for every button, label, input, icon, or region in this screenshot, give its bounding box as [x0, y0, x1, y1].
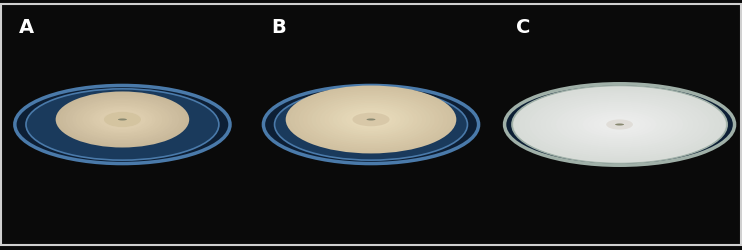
Ellipse shape: [82, 103, 162, 137]
Ellipse shape: [367, 118, 375, 122]
Ellipse shape: [529, 93, 710, 157]
Ellipse shape: [109, 114, 136, 126]
Ellipse shape: [89, 106, 156, 134]
Ellipse shape: [263, 86, 479, 164]
Ellipse shape: [15, 86, 230, 164]
Ellipse shape: [362, 116, 379, 123]
Ellipse shape: [566, 106, 672, 144]
Ellipse shape: [572, 108, 667, 142]
Ellipse shape: [311, 96, 430, 144]
Ellipse shape: [56, 92, 189, 148]
Ellipse shape: [76, 100, 169, 140]
Ellipse shape: [352, 113, 390, 127]
Ellipse shape: [345, 110, 396, 130]
Ellipse shape: [505, 84, 735, 166]
Ellipse shape: [551, 100, 689, 150]
Ellipse shape: [349, 112, 393, 128]
Ellipse shape: [298, 91, 444, 149]
Text: C: C: [516, 18, 530, 36]
Ellipse shape: [582, 112, 657, 138]
Ellipse shape: [354, 113, 388, 127]
Ellipse shape: [104, 112, 141, 128]
Ellipse shape: [341, 108, 401, 132]
Ellipse shape: [118, 119, 127, 121]
Ellipse shape: [598, 118, 641, 132]
Ellipse shape: [85, 105, 159, 135]
Ellipse shape: [73, 99, 172, 141]
Ellipse shape: [609, 121, 630, 129]
Ellipse shape: [59, 94, 186, 146]
Ellipse shape: [113, 116, 133, 124]
Ellipse shape: [26, 90, 219, 160]
Ellipse shape: [519, 89, 720, 161]
Ellipse shape: [102, 112, 142, 128]
Ellipse shape: [92, 108, 153, 132]
Ellipse shape: [540, 96, 699, 154]
Ellipse shape: [588, 114, 651, 136]
Ellipse shape: [556, 102, 683, 148]
Ellipse shape: [524, 91, 715, 159]
Ellipse shape: [615, 124, 624, 126]
Ellipse shape: [320, 100, 422, 140]
Ellipse shape: [324, 102, 418, 138]
Ellipse shape: [337, 106, 405, 134]
Ellipse shape: [96, 109, 149, 131]
Ellipse shape: [62, 95, 183, 145]
Ellipse shape: [332, 105, 410, 135]
Ellipse shape: [358, 115, 384, 125]
Ellipse shape: [294, 90, 447, 150]
Ellipse shape: [614, 123, 625, 127]
Ellipse shape: [577, 110, 662, 140]
Text: A: A: [19, 18, 33, 36]
Ellipse shape: [116, 117, 129, 123]
Ellipse shape: [604, 119, 635, 131]
Ellipse shape: [99, 110, 145, 130]
Ellipse shape: [303, 93, 439, 147]
Ellipse shape: [545, 98, 694, 152]
Ellipse shape: [593, 116, 646, 134]
Ellipse shape: [79, 102, 166, 138]
Ellipse shape: [119, 118, 125, 122]
Ellipse shape: [606, 120, 633, 130]
Ellipse shape: [69, 98, 176, 142]
Ellipse shape: [328, 103, 414, 137]
Ellipse shape: [106, 113, 139, 127]
Ellipse shape: [66, 96, 180, 144]
Ellipse shape: [512, 86, 727, 164]
Ellipse shape: [290, 88, 452, 152]
Ellipse shape: [286, 86, 456, 154]
Ellipse shape: [367, 119, 375, 121]
Ellipse shape: [315, 98, 427, 142]
Ellipse shape: [275, 90, 467, 160]
Ellipse shape: [561, 104, 678, 146]
Ellipse shape: [513, 87, 726, 163]
Ellipse shape: [535, 94, 704, 156]
Ellipse shape: [307, 95, 435, 145]
Text: B: B: [271, 18, 286, 36]
